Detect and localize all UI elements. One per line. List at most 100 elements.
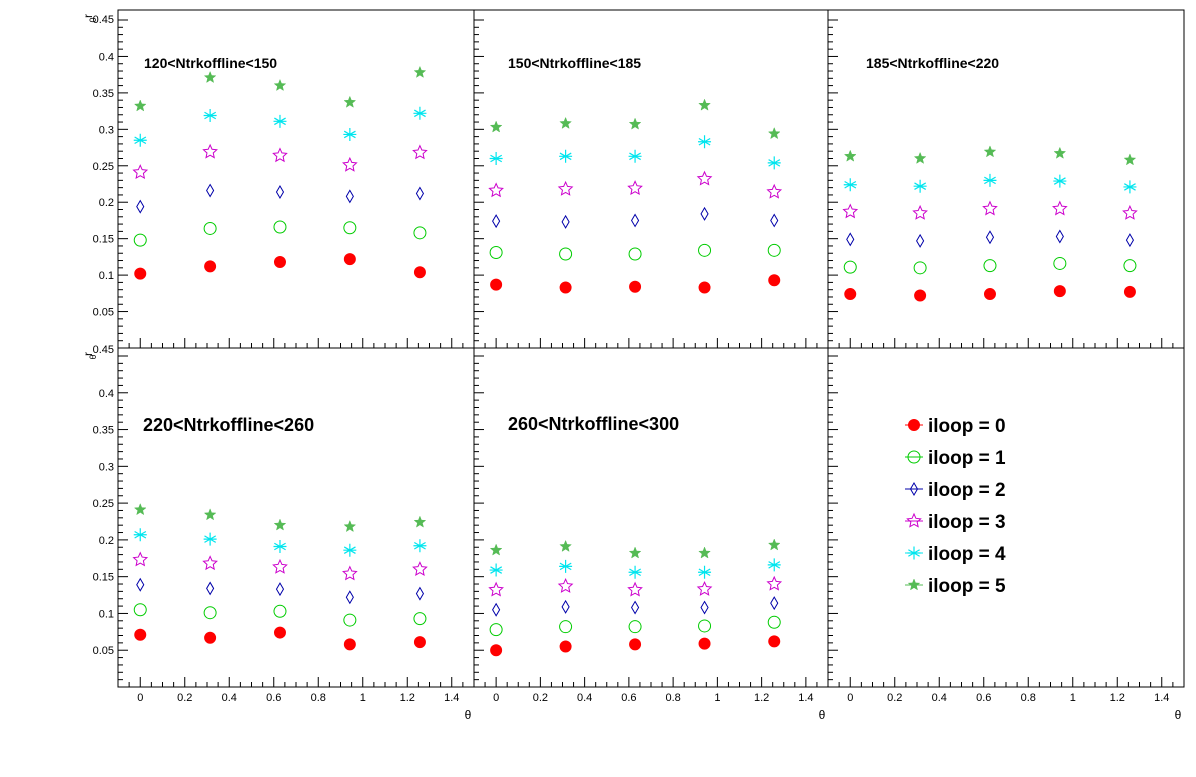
x-tick-label: 1.2 [754, 692, 769, 704]
data-point-iloop-0 [768, 274, 781, 287]
data-point-iloop-3 [982, 200, 998, 216]
y-axis-label-top: r [81, 14, 95, 18]
data-point-iloop-3 [696, 170, 713, 186]
y-tick-label: 0.35 [93, 425, 114, 437]
data-point-iloop-2 [136, 199, 145, 214]
data-point-iloop-2 [345, 189, 354, 204]
data-point-iloop-1 [343, 221, 357, 235]
data-point-iloop-0 [490, 644, 503, 657]
y-axis-label-bottom-sub: θ [88, 354, 98, 359]
data-point-iloop-3 [342, 156, 358, 172]
data-point-iloop-0 [490, 278, 503, 291]
data-point-iloop-0 [343, 253, 356, 266]
data-point-iloop-3 [1052, 200, 1068, 216]
data-point-iloop-1 [489, 246, 503, 260]
y-tick-label-clipped: 0.45 [93, 344, 114, 356]
data-point-iloop-3 [272, 147, 288, 163]
x-tick-label: 1 [714, 692, 720, 704]
data-point-iloop-5 [983, 145, 997, 158]
data-point-iloop-2 [492, 214, 501, 229]
x-tick-label: 0 [847, 692, 853, 704]
data-point-iloop-2 [700, 206, 709, 221]
data-point-iloop-4 [698, 135, 712, 149]
data-point-iloop-5 [489, 543, 503, 556]
data-point-iloop-4 [203, 108, 217, 122]
data-point-iloop-4 [273, 540, 287, 554]
legend-label: iloop = 1 [928, 448, 1006, 469]
data-point-iloop-2 [345, 590, 354, 605]
y-tick-label: 0.05 [93, 645, 114, 657]
data-point-iloop-3 [1122, 204, 1138, 220]
x-tick-label: 1 [1070, 692, 1076, 704]
data-point-iloop-1 [413, 226, 427, 240]
data-point-iloop-4 [489, 563, 503, 577]
data-point-iloop-1 [273, 220, 287, 234]
data-point-iloop-2 [985, 230, 995, 245]
y-tick-label: 0.1 [99, 270, 114, 282]
data-point-iloop-1 [343, 613, 357, 627]
data-point-iloop-1 [698, 619, 712, 633]
data-point-iloop-5 [273, 518, 287, 531]
data-point-iloop-1 [133, 603, 147, 617]
legend-marker-iloop-3 [906, 512, 922, 528]
data-point-iloop-3 [202, 555, 218, 571]
data-point-iloop-5 [343, 95, 357, 108]
data-point-iloop-1 [913, 261, 927, 275]
data-point-iloop-0 [134, 628, 147, 641]
legend-label: iloop = 3 [928, 512, 1006, 533]
data-point-iloop-4 [767, 156, 781, 170]
data-point-iloop-5 [698, 98, 711, 111]
data-point-iloop-4 [203, 532, 217, 546]
data-point-iloop-2 [630, 600, 640, 615]
data-point-iloop-5 [698, 546, 711, 559]
legend-marker-iloop-0 [908, 419, 920, 431]
data-point-iloop-4 [273, 114, 287, 128]
data-point-iloop-3 [488, 182, 504, 198]
data-point-iloop-1 [628, 620, 642, 634]
data-point-iloop-5 [559, 539, 572, 552]
data-point-iloop-4 [628, 149, 642, 163]
data-point-iloop-1 [767, 615, 781, 629]
data-point-iloop-5 [203, 508, 217, 521]
legend-label: iloop = 4 [928, 544, 1006, 565]
y-tick-label: 0.25 [93, 161, 114, 173]
x-tick-label: 0.6 [621, 692, 636, 704]
x-tick-label: 0.6 [976, 692, 991, 704]
data-point-iloop-1 [698, 243, 712, 257]
y-tick-label: 0.2 [99, 197, 114, 209]
data-point-iloop-1 [203, 606, 217, 620]
data-point-iloop-3 [132, 551, 149, 567]
legend-marker-iloop-5 [907, 578, 921, 591]
data-point-iloop-2 [916, 233, 925, 248]
data-point-iloop-1 [133, 233, 147, 247]
y-tick-label: 0.1 [99, 608, 114, 620]
y-tick-label: 0.4 [99, 51, 114, 63]
data-point-iloop-3 [766, 575, 783, 591]
data-point-iloop-3 [488, 581, 504, 597]
data-point-iloop-1 [273, 604, 287, 618]
data-point-iloop-0 [134, 267, 147, 280]
data-point-iloop-3 [272, 558, 288, 574]
data-point-iloop-1 [767, 243, 781, 257]
x-tick-label: 0.2 [177, 692, 192, 704]
data-point-iloop-4 [489, 151, 503, 165]
data-point-iloop-5 [413, 65, 427, 78]
data-point-iloop-4 [559, 559, 573, 573]
data-point-iloop-5 [343, 519, 357, 533]
data-point-iloop-1 [1053, 256, 1067, 270]
data-point-iloop-1 [559, 620, 573, 634]
data-point-iloop-0 [914, 289, 927, 302]
data-point-iloop-0 [698, 281, 711, 294]
data-point-iloop-5 [628, 546, 642, 559]
data-point-iloop-4 [767, 558, 781, 572]
panel-frame-1-2 [827, 347, 1185, 688]
x-tick-label: 1.2 [400, 692, 415, 704]
data-point-iloop-5 [559, 116, 572, 129]
data-point-iloop-4 [343, 127, 357, 141]
data-point-iloop-2 [415, 586, 425, 601]
y-tick-label: 0.45 [93, 14, 114, 26]
legend-marker-iloop-2 [909, 482, 919, 496]
y-tick-label: 0.15 [93, 572, 114, 584]
data-point-iloop-3 [766, 183, 783, 199]
x-tick-label: 0.8 [311, 692, 326, 704]
